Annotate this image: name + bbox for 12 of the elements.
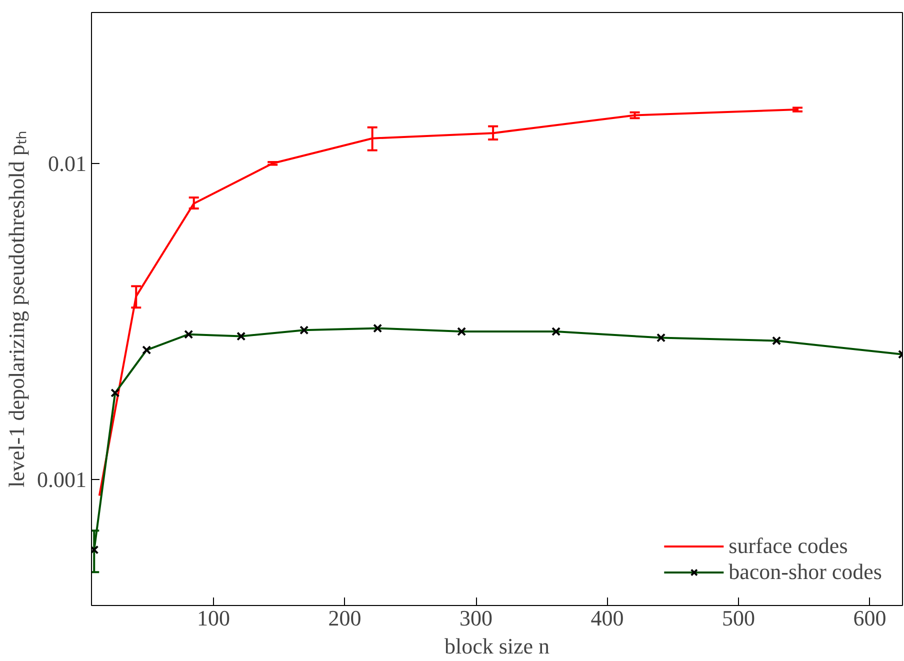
x-tick-label: 400 [590, 606, 624, 630]
x-axis-title: block size n [444, 634, 550, 658]
legend-label: surface codes [728, 533, 848, 559]
legend-label: bacon-shor codes [728, 559, 882, 585]
y-tick-label: 0.001 [37, 467, 86, 492]
x-tick-label: 600 [853, 606, 886, 630]
y-tick-label: 0.01 [48, 150, 86, 176]
y-axis-title: level-1 depolarizing pseudothreshold pₜₕ [4, 130, 29, 488]
x-tick-label: 100 [197, 606, 230, 630]
x-tick-label: 500 [722, 606, 755, 630]
x-tick-label: 200 [328, 606, 362, 630]
x-tick-label: 300 [460, 606, 493, 630]
